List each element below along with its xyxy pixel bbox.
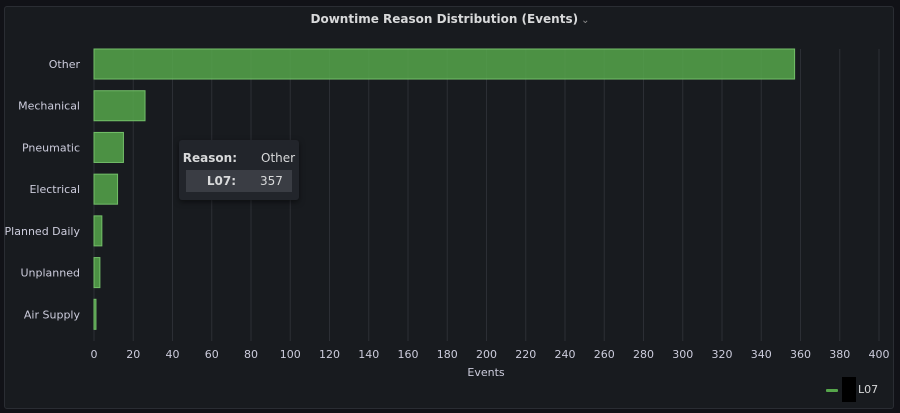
tooltip: Reason: Other L07: 357	[179, 140, 299, 200]
x-tick-label: 20	[126, 348, 140, 361]
x-axis-label: Events	[467, 366, 505, 379]
bar-electrical[interactable]	[93, 173, 119, 205]
tooltip-reason-row: Reason: Other	[183, 151, 296, 167]
tooltip-reason-value: Other	[261, 151, 296, 165]
bar-pneumatic[interactable]	[93, 131, 124, 163]
tooltip-reason-key: Reason:	[182, 151, 237, 165]
x-tick-labels: 0 20 40 60 80 100 120 140 160 180 200 220 240 260 280 3…	[91, 348, 890, 361]
bar-air-supply[interactable]	[93, 298, 97, 330]
chevron-down-icon[interactable]: ⌄	[581, 15, 590, 26]
bars	[93, 48, 796, 330]
x-tick-label: 380	[829, 348, 850, 361]
category-label: Mechanical	[18, 100, 80, 113]
category-labels: Other Mechanical Pneumatic Electrical Planne…	[5, 58, 81, 321]
category-label: Electrical	[29, 183, 80, 196]
panel-title-text[interactable]: Downtime Reason Distribution (Events)	[310, 12, 579, 26]
legend-label[interactable]: L07	[858, 383, 879, 396]
legend-redaction	[842, 377, 856, 402]
x-tick-label: 100	[280, 348, 301, 361]
panel-title[interactable]: Downtime Reason Distribution (Events) ⌄	[0, 12, 900, 30]
x-tick-label: 300	[672, 348, 693, 361]
bar-planned-daily[interactable]	[93, 215, 103, 247]
x-tick-label: 360	[790, 348, 811, 361]
legend-swatch	[826, 389, 838, 392]
x-tick-label: 240	[555, 348, 576, 361]
x-tick-label: 200	[476, 348, 497, 361]
grid-lines	[93, 49, 880, 341]
category-label: Other	[49, 58, 81, 71]
bar-mechanical[interactable]	[93, 90, 146, 122]
x-tick-label: 260	[594, 348, 615, 361]
category-label: Air Supply	[24, 308, 81, 321]
x-tick-label: 320	[712, 348, 733, 361]
x-tick-label: 120	[319, 348, 340, 361]
category-label: Pneumatic	[22, 141, 80, 154]
x-tick-label: 80	[244, 348, 258, 361]
x-tick-label: 180	[437, 348, 458, 361]
category-label: Unplanned	[21, 267, 81, 280]
x-tick-label: 220	[515, 348, 536, 361]
x-tick-label: 340	[751, 348, 772, 361]
bar-other[interactable]	[93, 48, 796, 80]
x-tick-label: 60	[205, 348, 219, 361]
tooltip-series-value: 357	[260, 174, 283, 188]
x-tick-label: 0	[91, 348, 98, 361]
x-tick-label: 140	[358, 348, 379, 361]
category-label: Planned Daily	[5, 225, 81, 238]
x-tick-label: 400	[869, 348, 890, 361]
x-tick-label: 280	[633, 348, 654, 361]
x-tick-label: 40	[166, 348, 180, 361]
bar-unplanned[interactable]	[93, 257, 101, 289]
tooltip-series-row: L07: 357	[186, 170, 292, 192]
tooltip-series-key: L07:	[206, 174, 236, 188]
x-tick-label: 160	[398, 348, 419, 361]
